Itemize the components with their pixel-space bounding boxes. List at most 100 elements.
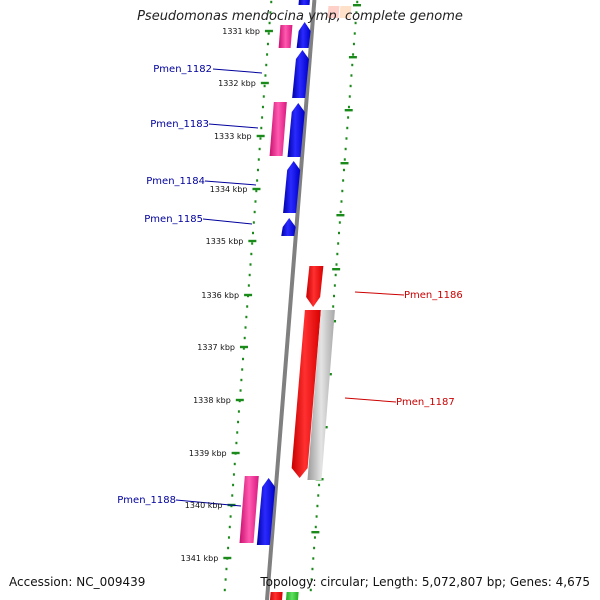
feature-partial-top-peach	[339, 6, 352, 18]
ruler-dots	[223, 0, 359, 592]
ruler-dot	[316, 504, 319, 508]
gene-arrow-Pmen_1187	[291, 310, 321, 478]
gene-label-Pmen_1185: Pmen_1185	[144, 214, 203, 225]
tick-label: 1340 kbp	[185, 501, 223, 510]
gene-arrow-Pmen_1186	[306, 266, 324, 307]
tick-mark	[260, 81, 269, 85]
ruler-dot	[333, 284, 336, 287]
label-leaders	[175, 68, 405, 507]
gene-arrow-partial-bottom-red	[269, 592, 283, 600]
gene-arrow-Pmen_1185	[281, 218, 296, 236]
tick-mark	[231, 451, 240, 455]
ruler-dot	[231, 494, 234, 497]
ruler-dot	[352, 53, 355, 56]
gene-arrow-Pmen_1182	[292, 50, 309, 98]
ruler-dot	[340, 200, 343, 203]
gene-label-Pmen_1187: Pmen_1187	[396, 397, 455, 408]
tick-label: 1338 kbp	[193, 396, 231, 405]
ruler-dot	[345, 137, 348, 140]
leader-line-Pmen_1184	[204, 180, 257, 186]
ruler-dot	[337, 231, 340, 235]
leader-line-Pmen_1186	[354, 291, 405, 296]
ruler-dot	[344, 147, 347, 151]
ruler-dot	[334, 273, 337, 277]
ruler-dot	[232, 473, 235, 476]
ruler-dot	[233, 462, 236, 466]
tick-label: 1333 kbp	[214, 132, 252, 141]
ruler-dot	[244, 326, 247, 329]
ruler-dot	[355, 11, 358, 14]
ruler-dot	[343, 158, 346, 161]
ruler-dot	[314, 525, 317, 529]
ruler-dot	[260, 126, 263, 130]
ruler-dot	[242, 347, 245, 350]
ruler-dot	[249, 263, 252, 266]
ruler-dot	[336, 252, 339, 256]
gene-label-Pmen_1182: Pmen_1182	[153, 64, 212, 75]
tick-label: 1331 kbp	[222, 27, 260, 36]
ruler-dot	[270, 0, 273, 4]
leader-line-Pmen_1183	[208, 123, 259, 129]
backbone	[265, 0, 317, 600]
ruler-dot	[264, 74, 267, 77]
ruler-dot	[347, 105, 350, 109]
ruler-dot	[269, 11, 272, 14]
ruler-dot	[311, 567, 314, 571]
tick-mark	[256, 134, 265, 138]
ruler-dot	[268, 21, 271, 25]
ruler-dot	[315, 515, 318, 518]
ruler-dot	[313, 546, 316, 550]
tick-label: 1334 kbp	[210, 185, 248, 194]
ruler-dot	[259, 137, 262, 140]
ruler-dot	[237, 410, 240, 413]
ruler-dot	[250, 252, 253, 256]
ruler-dot	[261, 105, 264, 109]
gene-arrow-Pmen_1183	[287, 103, 305, 157]
ruler-dot	[228, 525, 231, 529]
ruler-dot	[256, 179, 259, 182]
leader-line-Pmen_1188	[175, 499, 242, 507]
ruler-dot	[240, 378, 243, 382]
ruler-dot	[262, 95, 265, 98]
ruler-dot	[225, 567, 228, 571]
ruler-dot	[256, 168, 259, 172]
leader-line-Pmen_1182	[212, 68, 263, 74]
tick-label: 1335 kbp	[206, 237, 244, 246]
ruler-dot	[255, 189, 258, 193]
feature-pink-Pmen_1183	[269, 102, 287, 156]
genome-backbone-line	[265, 0, 317, 600]
gene-label-Pmen_1183: Pmen_1183	[150, 119, 209, 130]
ruler-dot	[241, 368, 244, 371]
ruler-dot	[338, 221, 341, 224]
tick-mark-right	[332, 268, 341, 271]
ruler-dot	[332, 305, 335, 308]
ruler-dot	[242, 357, 245, 361]
tick-mark	[223, 556, 232, 560]
ruler-dot	[223, 588, 226, 592]
tick-mark-right	[336, 214, 345, 217]
ruler-dot	[353, 32, 356, 35]
feature-pink-1181	[278, 25, 293, 48]
ruler-dot	[356, 0, 359, 4]
tick-label: 1337 kbp	[197, 343, 235, 352]
ruler-dot	[313, 536, 316, 539]
ruler-dot	[227, 536, 230, 539]
tick-mark-right	[353, 4, 362, 7]
gene-arrow-1181	[296, 22, 311, 48]
tick-mark	[248, 239, 257, 243]
ruler-dot	[346, 126, 349, 130]
ruler-dot	[236, 431, 239, 434]
ruler-dot	[317, 494, 320, 497]
ruler-dot	[337, 242, 340, 245]
ruler-dot	[258, 147, 261, 151]
ruler-dot	[341, 189, 344, 193]
ruler-dot	[245, 315, 248, 319]
gene-label-Pmen_1184: Pmen_1184	[146, 176, 205, 187]
ruler-dot	[261, 116, 264, 119]
ruler-dot	[267, 32, 270, 35]
tick-label: 1332 kbp	[218, 79, 256, 88]
ruler-dot	[235, 441, 238, 445]
accession-text: Accession: NC_009439	[9, 575, 146, 589]
ruler-dot	[247, 284, 250, 287]
